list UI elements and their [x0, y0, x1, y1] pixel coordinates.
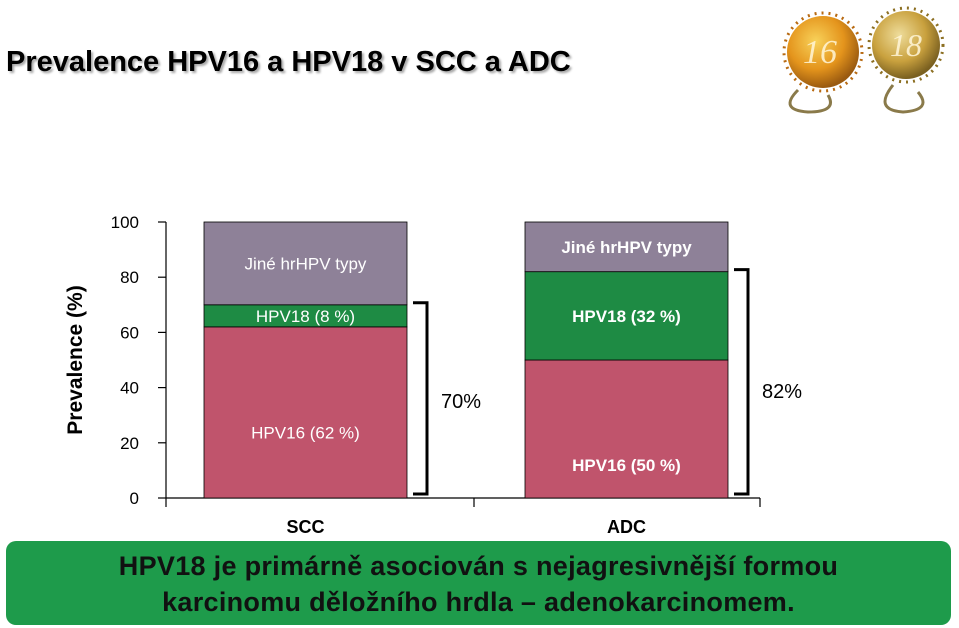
bar-label: HPV16 (62 %) — [251, 423, 360, 442]
bracket-adc — [734, 268, 750, 496]
svg-text:18: 18 — [890, 27, 922, 63]
y-tick-label: 20 — [120, 434, 139, 453]
bracket-label-scc: 70% — [441, 391, 481, 413]
stacked-bar-chart: 0 20 40 60 80 100 Prevalence (%) HPV16 (62 %) HP… — [64, 213, 802, 537]
banner-line-1: HPV18 je primárně asociován s nejagresiv… — [118, 551, 839, 581]
bar-segment-jin-hrhpv-typy-scc — [203, 221, 408, 306]
virus-particle-18: 18 — [867, 6, 945, 84]
bar-label: HPV18 (32 %) — [572, 307, 681, 326]
bar-label: Jiné hrHPV typy — [561, 238, 692, 257]
x-category-label-scc: SCC — [286, 517, 324, 537]
svg-text:16: 16 — [803, 34, 837, 71]
bar-label: HPV16 (50 %) — [572, 456, 681, 475]
y-tick-label: 0 — [130, 489, 139, 508]
slide-title: Prevalence HPV16 a HPV18 v SCC a ADC — [6, 46, 571, 78]
bracket-label-adc: 82% — [762, 381, 802, 403]
y-axis-title: Prevalence (%) — [64, 285, 87, 434]
bar-segment-hpv16-adc — [524, 359, 729, 499]
y-tick-label: 100 — [111, 213, 139, 232]
bar-label: Jiné hrHPV typy — [245, 254, 367, 273]
hpv-virus-particles-icon: 16 18 — [782, 6, 945, 114]
bar-segment-hpv18-adc — [524, 271, 729, 361]
banner-line-2: karcinomu děložního hrdla – adenokarcino… — [162, 587, 795, 617]
y-tick-label: 80 — [120, 268, 139, 287]
bar-segment-jin-hrhpv-typy-adc — [524, 221, 729, 273]
bar-label: HPV18 (8 %) — [256, 307, 355, 326]
virus-particle-16: 16 — [782, 11, 864, 93]
bracket-scc — [413, 301, 429, 496]
conclusion-banner: HPV18 je primárně asociován s nejagresiv… — [6, 541, 951, 625]
y-tick-label: 60 — [120, 323, 139, 342]
bar-segment-hpv16-scc — [203, 326, 408, 499]
y-tick-label: 40 — [120, 379, 139, 398]
x-category-label-adc: ADC — [607, 517, 646, 537]
